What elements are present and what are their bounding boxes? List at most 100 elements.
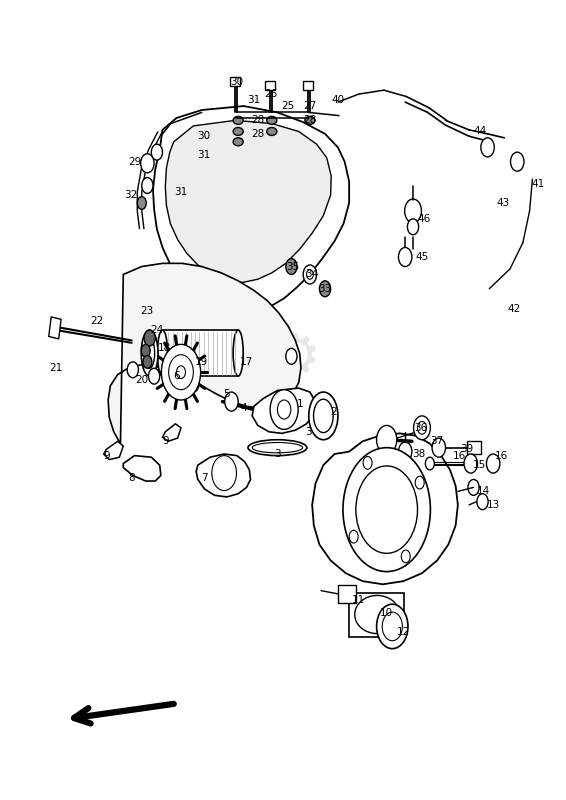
Ellipse shape [309,392,338,440]
Polygon shape [108,263,301,444]
Circle shape [376,604,408,649]
Text: 16: 16 [453,450,466,461]
Text: 44: 44 [474,126,487,137]
Circle shape [142,178,153,194]
Text: 31: 31 [197,150,210,160]
Text: 7: 7 [201,473,208,483]
Text: 28: 28 [251,129,264,139]
Bar [230,77,241,86]
Circle shape [303,265,316,284]
Circle shape [127,362,139,378]
Text: 34: 34 [306,270,319,279]
Text: 26: 26 [264,89,277,99]
Ellipse shape [252,442,303,453]
Circle shape [277,400,291,419]
Text: republik: republik [262,400,313,413]
Text: 1: 1 [297,399,303,409]
Text: 41: 41 [531,179,544,189]
Circle shape [144,330,155,346]
Circle shape [161,344,200,400]
Text: 30: 30 [230,78,243,87]
Circle shape [401,550,410,562]
Text: 19: 19 [195,357,208,367]
Polygon shape [123,456,161,481]
Text: 16: 16 [495,450,508,461]
Circle shape [376,426,397,454]
Bar [162,330,238,376]
Bar [265,81,275,90]
Circle shape [408,219,419,234]
Text: 2: 2 [330,407,337,417]
Ellipse shape [141,330,158,376]
Circle shape [143,355,152,368]
Ellipse shape [233,330,243,376]
Circle shape [382,612,402,641]
Circle shape [468,479,479,495]
Text: 27: 27 [303,101,316,111]
Circle shape [486,454,500,473]
Ellipse shape [157,330,168,376]
Text: 3: 3 [305,426,311,437]
Ellipse shape [248,440,307,456]
Circle shape [432,438,445,457]
Text: 5: 5 [224,389,230,398]
Text: 14: 14 [477,486,490,496]
Ellipse shape [233,138,243,146]
Text: 28: 28 [303,115,316,126]
Bar [338,585,356,602]
Circle shape [363,457,372,470]
Text: 35: 35 [286,262,300,271]
Text: 18: 18 [157,343,171,354]
Circle shape [426,457,434,470]
Text: 45: 45 [415,252,428,262]
Text: 23: 23 [141,306,154,316]
Circle shape [343,448,430,572]
Polygon shape [196,454,251,497]
Text: 42: 42 [507,304,521,314]
Text: 40: 40 [331,94,345,105]
Text: 4: 4 [241,403,247,413]
Circle shape [151,144,162,160]
Text: 9: 9 [162,436,169,446]
Circle shape [212,456,237,490]
Polygon shape [153,106,349,314]
Circle shape [349,530,358,543]
Text: 29: 29 [128,157,141,166]
Bar [467,442,481,454]
Circle shape [177,366,186,378]
Text: 12: 12 [397,627,410,637]
Ellipse shape [233,127,243,135]
Circle shape [141,344,150,357]
Circle shape [148,368,160,384]
Circle shape [270,390,298,430]
Circle shape [511,152,524,171]
Text: ⚙: ⚙ [268,330,320,387]
Circle shape [398,442,412,461]
Circle shape [286,258,297,274]
Text: 32: 32 [124,190,137,200]
Text: 39: 39 [460,444,473,454]
Circle shape [481,138,494,157]
Circle shape [414,416,430,440]
Ellipse shape [305,116,315,124]
Circle shape [418,422,426,434]
Circle shape [188,376,199,392]
Ellipse shape [267,127,277,135]
Polygon shape [162,424,181,442]
Text: 25: 25 [281,101,294,111]
Circle shape [415,476,424,489]
Text: 20: 20 [135,375,148,385]
Circle shape [477,494,488,510]
Polygon shape [165,120,331,282]
Text: 13: 13 [487,500,500,510]
Circle shape [319,281,331,297]
Circle shape [405,199,422,223]
Circle shape [169,354,194,390]
Text: 31: 31 [174,187,187,197]
Text: 38: 38 [412,449,425,459]
Ellipse shape [233,116,243,124]
Text: 8: 8 [128,473,135,483]
Ellipse shape [144,338,155,368]
Ellipse shape [314,399,333,433]
Ellipse shape [355,595,400,634]
